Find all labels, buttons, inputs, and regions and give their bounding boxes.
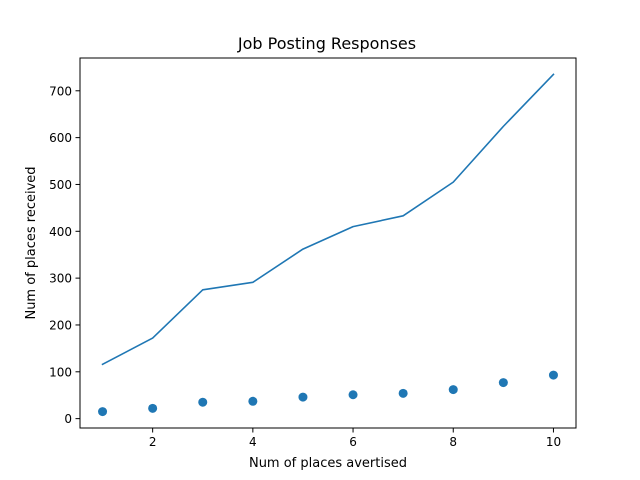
scatter-point-1-9 — [548, 370, 558, 380]
plot-area — [98, 73, 558, 417]
y-axis: 0 100 200 300 400 500 600 700 — [49, 84, 80, 426]
y-tick-label: 300 — [49, 272, 72, 286]
x-tick-label: 10 — [546, 435, 561, 449]
y-tick-label: 500 — [49, 178, 72, 192]
y-tick-label: 400 — [49, 225, 72, 239]
x-axis-label: Num of places avertised — [249, 456, 407, 471]
scatter-point-1-8 — [498, 378, 508, 388]
scatter-point-1-2 — [198, 397, 208, 407]
y-tick-label: 600 — [49, 131, 72, 145]
x-axis: 2 4 6 8 10 — [149, 428, 561, 449]
x-tick-label: 8 — [449, 435, 457, 449]
y-tick-label: 100 — [49, 365, 72, 379]
x-tick-label: 4 — [249, 435, 257, 449]
y-tick-label: 0 — [64, 412, 72, 426]
scatter-point-1-7 — [448, 385, 458, 395]
y-tick-label: 200 — [49, 318, 72, 332]
scatter-point-1-0 — [98, 407, 108, 417]
line-series-0 — [101, 73, 555, 366]
scatter-point-1-3 — [248, 396, 258, 406]
y-tick-label: 700 — [49, 84, 72, 98]
x-tick-label: 2 — [149, 435, 157, 449]
y-axis-label: Num of places received — [24, 166, 39, 319]
scatter-point-1-1 — [148, 403, 158, 413]
scatter-point-1-4 — [298, 392, 308, 402]
chart-title: Job Posting Responses — [237, 34, 416, 53]
x-tick-label: 6 — [349, 435, 357, 449]
axes-frame — [79, 57, 577, 429]
scatter-point-1-6 — [398, 388, 408, 398]
scatter-point-1-5 — [348, 390, 358, 400]
